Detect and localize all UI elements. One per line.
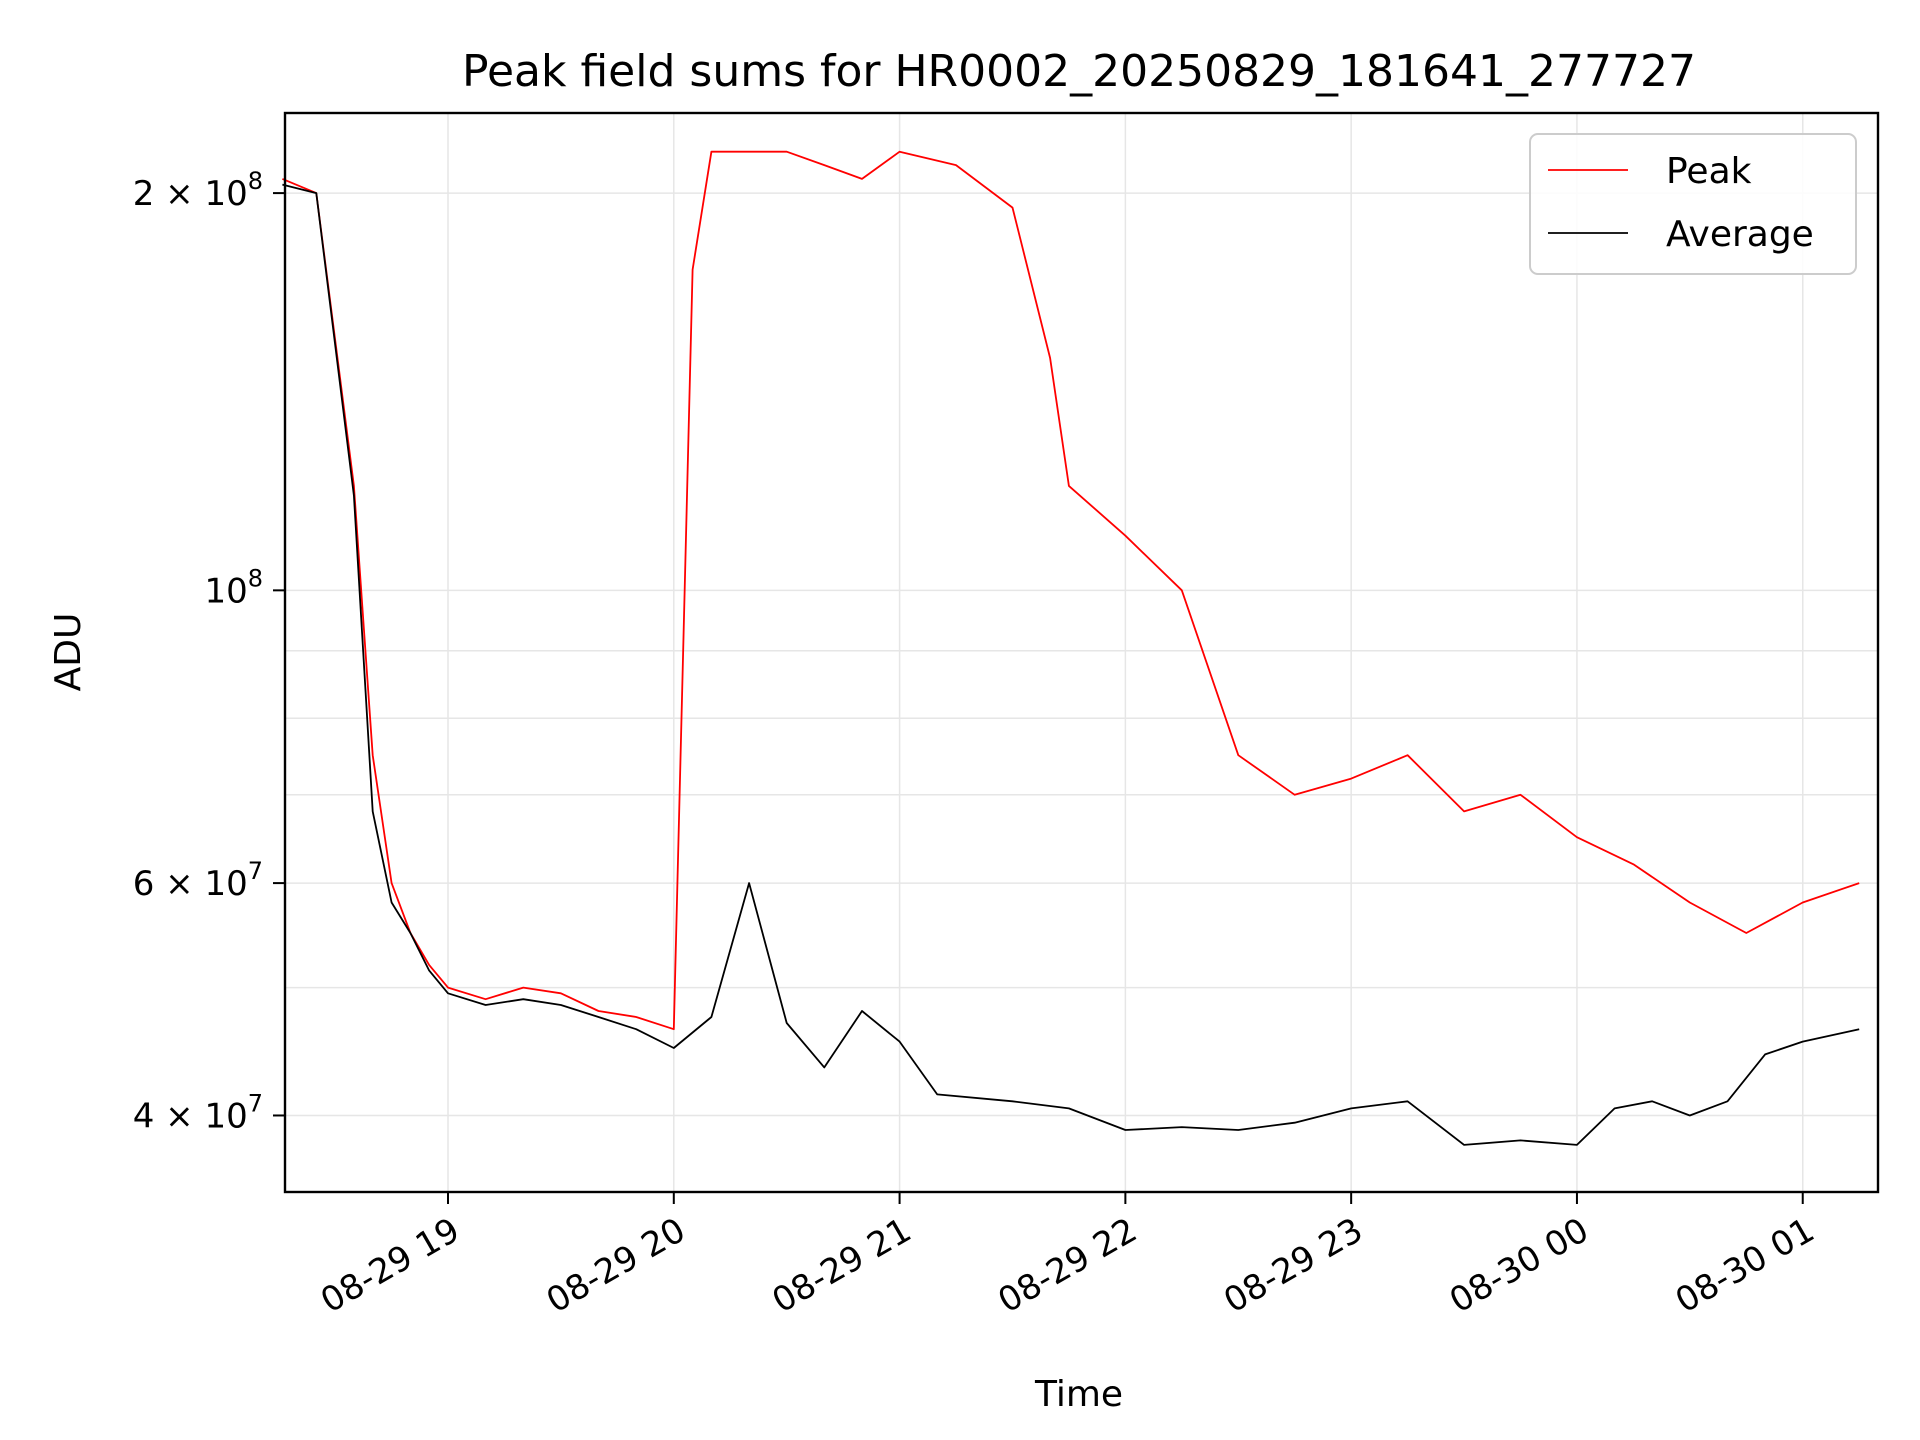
x-axis-label: Time — [1034, 1374, 1123, 1415]
series-line-peak — [282, 150, 1860, 1031]
y-tick-label: 6 × 107 — [133, 857, 263, 904]
legend-label-average: Average — [1666, 214, 1814, 255]
y-axis-ticks: 4 × 107 6 × 107 108 2 × 108 — [133, 167, 285, 1136]
legend-box — [1529, 133, 1857, 275]
legend: Peak Average — [1529, 133, 1857, 275]
legend-label-peak: Peak — [1666, 151, 1752, 192]
y-tick-label: 108 — [204, 564, 263, 611]
y-tick-label: 4 × 107 — [133, 1089, 263, 1136]
series-lines — [282, 150, 1860, 1146]
y-tick-label: 2 × 108 — [133, 167, 263, 214]
plot-frame — [283, 111, 1880, 1194]
chart-title: Peak field sums for HR0002_20250829_1816… — [462, 46, 1696, 97]
series-line-average — [282, 183, 1860, 1146]
grid — [285, 113, 1878, 1192]
y-axis-label: ADU — [48, 613, 89, 692]
